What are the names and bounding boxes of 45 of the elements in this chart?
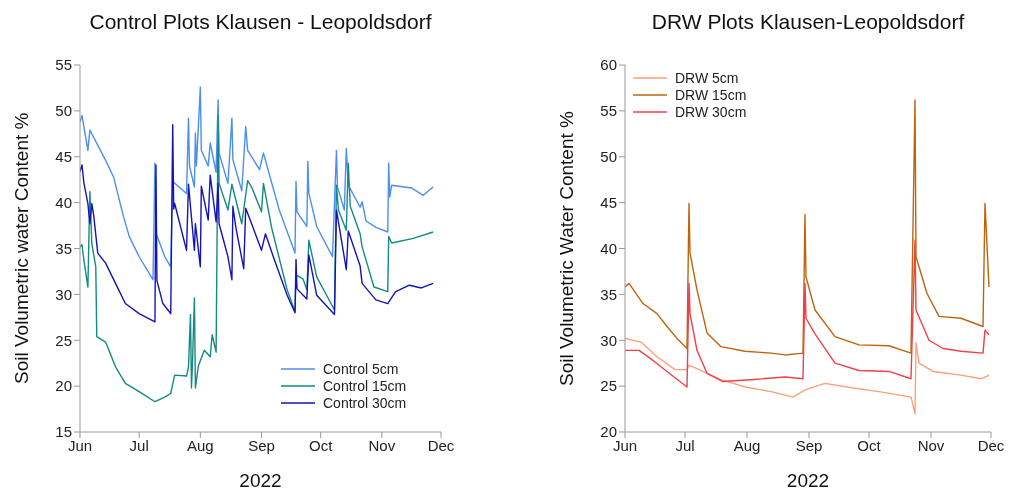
- legend-label: Control 15cm: [323, 377, 407, 394]
- chart-title: DRW Plots Klausen-Leopoldsdorf: [650, 10, 966, 34]
- x-tick-label: Sep: [248, 436, 275, 454]
- legend-label: Control 30cm: [323, 394, 407, 411]
- x-tick-label: Oct: [308, 436, 334, 454]
- y-tick-label: 20: [55, 377, 72, 395]
- line-series: [625, 239, 990, 388]
- y-tick-label: 40: [55, 193, 72, 211]
- line-series: [625, 337, 990, 415]
- line-series: [80, 86, 434, 281]
- y-tick-label: 30: [55, 285, 72, 303]
- x-tick-label: Dec: [977, 436, 1005, 454]
- legend-label: DRW 30cm: [675, 103, 747, 120]
- y-tick-label: 25: [600, 377, 617, 395]
- y-tick-label: 50: [600, 148, 617, 166]
- x-tick-label: Dec: [427, 436, 455, 454]
- line-series: [625, 99, 990, 356]
- line-series: [80, 123, 434, 323]
- y-tick-label: 55: [55, 56, 72, 74]
- y-tick-label: 45: [55, 148, 72, 166]
- x-tick-label: Nov: [368, 436, 396, 454]
- y-axis-title: Soil Volumetric water Content %: [11, 111, 33, 387]
- y-tick-label: 60: [600, 56, 617, 74]
- chart-title: Control Plots Klausen - Leopoldsdorf: [88, 10, 433, 34]
- legend-label: Control 5cm: [323, 360, 399, 377]
- y-tick-label: 25: [55, 331, 72, 349]
- y-tick-label: 30: [600, 331, 617, 349]
- y-tick-label: 35: [55, 239, 72, 257]
- x-tick-label: Aug: [733, 436, 761, 454]
- y-tick-label: 50: [55, 102, 72, 120]
- x-tick-label: Jul: [675, 436, 695, 454]
- x-axis-title: 2022: [785, 470, 831, 492]
- y-tick-label: 40: [600, 239, 617, 257]
- x-tick-label: Sep: [795, 436, 823, 454]
- x-axis-title: 2022: [238, 470, 283, 492]
- x-tick-label: Aug: [186, 436, 214, 454]
- y-tick-label: 35: [600, 285, 617, 303]
- y-tick-label: 55: [600, 102, 617, 120]
- y-axis-title: Soil Volumetric Water Content %: [556, 110, 578, 388]
- legend-label: DRW 15cm: [675, 86, 747, 103]
- x-tick-label: Nov: [917, 436, 945, 454]
- x-tick-label: Jul: [129, 436, 149, 454]
- legend-label: DRW 5cm: [675, 69, 739, 86]
- y-tick-label: 45: [600, 193, 617, 211]
- x-tick-label: Oct: [857, 436, 882, 454]
